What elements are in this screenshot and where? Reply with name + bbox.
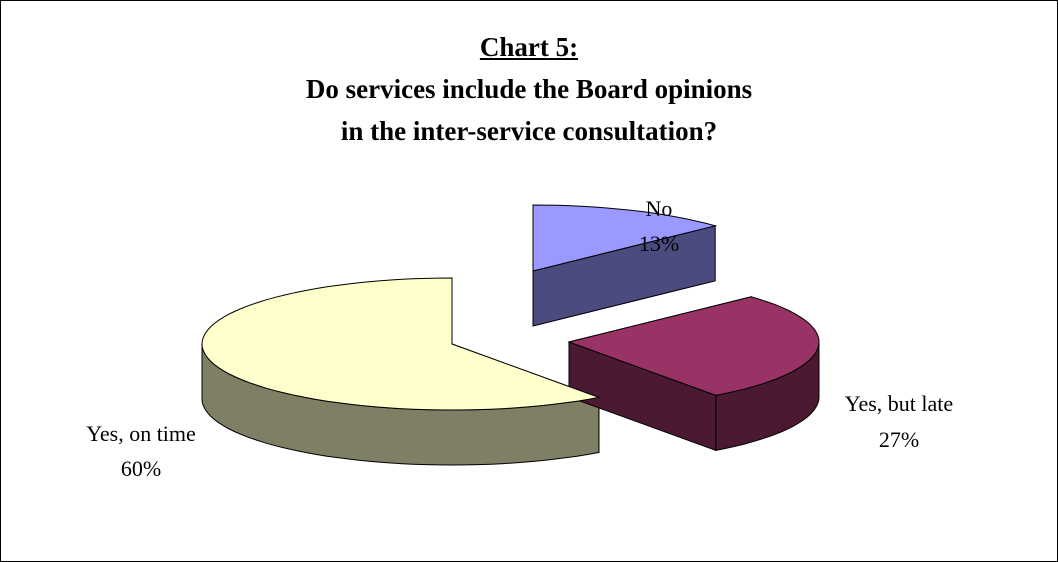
chart-title-line-1: Do services include the Board opinions [305, 74, 753, 104]
chart-title-line-2: in the inter-service consultation? [340, 116, 718, 146]
slice-yes-on-time [201, 277, 601, 411]
pie-labels: No 13% Yes, but late 27% Yes, on time 60… [86, 196, 953, 481]
slice-value-no: 13% [639, 231, 679, 256]
slice-value-yes-but-late: 27% [879, 427, 919, 452]
slice-yes-but-late [567, 296, 820, 396]
pie-tops [201, 204, 820, 411]
slice-no [532, 204, 718, 272]
slice-label-yes-but-late: Yes, but late [845, 391, 953, 416]
slice-label-yes-on-time: Yes, on time [86, 421, 196, 446]
slice-label-no: No [646, 196, 673, 221]
chart-title-number: Chart 5: [479, 32, 579, 62]
slice-value-yes-on-time: 60% [121, 456, 161, 481]
